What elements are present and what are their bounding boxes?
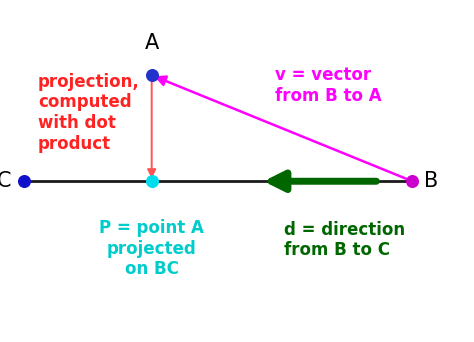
Text: v = vector
from B to A: v = vector from B to A — [275, 66, 382, 105]
Point — [148, 179, 155, 184]
Text: d = direction
from B to C: d = direction from B to C — [284, 221, 406, 259]
Text: A: A — [145, 33, 159, 53]
Text: projection,
computed
with dot
product: projection, computed with dot product — [38, 73, 140, 153]
Point — [20, 179, 27, 184]
Point — [148, 73, 155, 78]
Text: B: B — [424, 171, 438, 191]
Text: P = point A
projected
on BC: P = point A projected on BC — [99, 219, 204, 278]
Point — [409, 179, 416, 184]
Text: C: C — [0, 171, 12, 191]
